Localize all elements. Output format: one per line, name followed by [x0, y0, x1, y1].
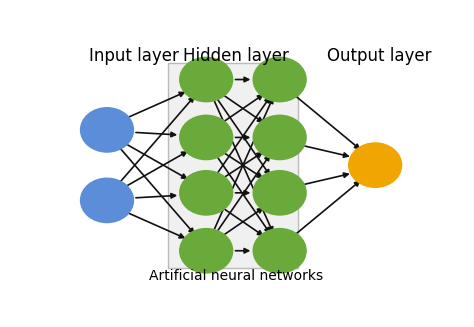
Ellipse shape — [253, 229, 306, 273]
Text: Artificial neural networks: Artificial neural networks — [148, 269, 323, 284]
Text: Hidden layer: Hidden layer — [182, 47, 289, 65]
Ellipse shape — [81, 178, 134, 223]
Ellipse shape — [180, 115, 233, 160]
Text: Output layer: Output layer — [327, 47, 431, 65]
Text: Input layer: Input layer — [89, 47, 179, 65]
Ellipse shape — [81, 108, 134, 152]
Ellipse shape — [253, 171, 306, 215]
Ellipse shape — [180, 57, 233, 102]
Ellipse shape — [180, 171, 233, 215]
Ellipse shape — [253, 115, 306, 160]
Ellipse shape — [253, 57, 306, 102]
FancyBboxPatch shape — [168, 63, 298, 268]
Ellipse shape — [349, 143, 401, 187]
Ellipse shape — [180, 229, 233, 273]
